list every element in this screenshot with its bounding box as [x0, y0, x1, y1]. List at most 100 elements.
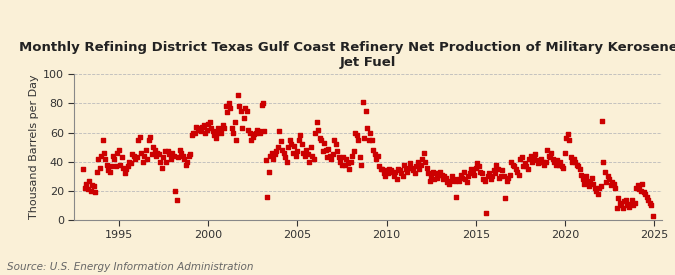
Point [488, 168, 499, 173]
Point [149, 148, 160, 152]
Point [451, 194, 462, 199]
Point [479, 178, 490, 183]
Point [366, 138, 377, 142]
Point [133, 138, 144, 142]
Point [139, 154, 150, 158]
Point [509, 164, 520, 168]
Point [574, 167, 585, 171]
Point [351, 133, 362, 138]
Point [143, 138, 154, 142]
Point [91, 170, 102, 174]
Point [409, 171, 420, 175]
Point [313, 127, 323, 132]
Point [84, 178, 95, 183]
Point [173, 155, 184, 160]
Point [152, 151, 163, 155]
Point [341, 156, 352, 161]
Point [148, 145, 159, 149]
Point [106, 164, 117, 168]
Point [155, 160, 166, 164]
Point [122, 164, 133, 168]
Point [215, 127, 225, 132]
Point [115, 163, 126, 167]
Point [473, 164, 484, 168]
Point [301, 148, 312, 152]
Point [427, 170, 438, 174]
Point [646, 203, 657, 208]
Point [184, 154, 194, 158]
Point [327, 152, 338, 157]
Point [441, 175, 452, 180]
Point [497, 168, 508, 173]
Point [577, 177, 588, 182]
Point [97, 138, 108, 142]
Point [331, 142, 342, 146]
Point [85, 189, 96, 193]
Point [610, 186, 621, 190]
Point [134, 135, 145, 139]
Point [420, 160, 431, 164]
Point [226, 126, 237, 130]
Point [619, 199, 630, 203]
Point [494, 175, 505, 180]
Point [618, 206, 628, 211]
Point [583, 184, 594, 189]
Point [398, 174, 408, 178]
Point [442, 180, 453, 184]
Point [176, 151, 187, 155]
Point [481, 211, 491, 215]
Point [205, 120, 215, 125]
Point [249, 132, 260, 136]
Point [302, 152, 313, 157]
Point [573, 164, 584, 168]
Point [299, 154, 310, 158]
Point [635, 189, 646, 193]
Point [580, 174, 591, 178]
Point [225, 106, 236, 110]
Point [142, 156, 153, 161]
Point [390, 170, 401, 174]
Point [268, 156, 279, 161]
Point [178, 154, 188, 158]
Point [258, 101, 269, 106]
Point [92, 156, 103, 161]
Point [127, 152, 138, 157]
Point [405, 161, 416, 165]
Point [500, 196, 511, 200]
Point [464, 171, 475, 175]
Point [387, 170, 398, 174]
Point [340, 163, 350, 167]
Point [338, 155, 349, 160]
Point [82, 187, 93, 192]
Point [174, 148, 185, 152]
Point [489, 171, 500, 175]
Point [223, 101, 234, 106]
Point [316, 138, 327, 142]
Point [475, 170, 485, 174]
Point [545, 155, 556, 160]
Point [221, 104, 232, 109]
Point [116, 155, 127, 160]
Point [445, 178, 456, 183]
Point [546, 151, 557, 155]
Point [414, 167, 425, 171]
Point [452, 177, 463, 182]
Point [567, 160, 578, 164]
Point [288, 151, 298, 155]
Point [570, 160, 580, 164]
Point [294, 138, 304, 142]
Point [467, 170, 478, 174]
Point [566, 155, 576, 160]
Point [525, 154, 536, 158]
Point [429, 177, 439, 182]
Point [499, 174, 510, 178]
Point [564, 138, 574, 142]
Point [305, 145, 316, 149]
Point [450, 178, 460, 183]
Point [321, 155, 332, 160]
Point [289, 144, 300, 148]
Point [163, 149, 173, 154]
Point [279, 151, 290, 155]
Point [421, 165, 432, 170]
Point [314, 136, 325, 141]
